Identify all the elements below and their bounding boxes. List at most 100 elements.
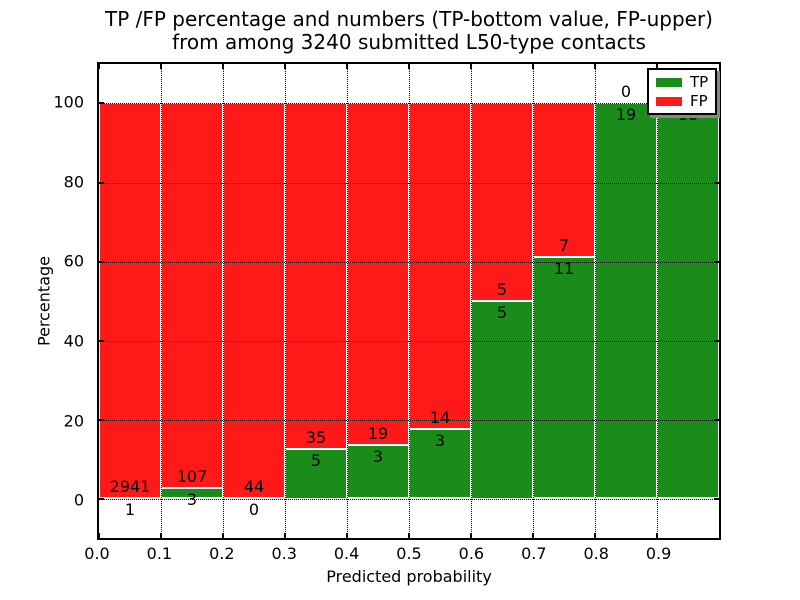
legend-label-fp: FP [690,92,708,110]
v-gridline [533,64,534,538]
y-tick-mark [99,181,104,184]
tp-bar-segment [471,301,533,499]
tp-color-swatch [656,77,682,87]
x-tick-label: 0.2 [209,544,235,563]
x-axis-label: Predicted probability [326,567,492,586]
fp-count-label: 44 [243,477,265,497]
y-tick-mark [99,418,104,421]
y-tick-label: 20 [63,411,84,430]
x-tick-label: 0.6 [458,544,485,563]
chart-title-line1: TP /FP percentage and numbers (TP-bottom… [105,7,713,31]
x-tick-mark [346,533,348,538]
x-tick-label: 0.4 [333,544,360,563]
x-tick-mark [222,64,224,69]
legend-label-tp: TP [690,73,709,91]
x-tick-mark [346,64,348,69]
fp-bar-segment [533,103,595,258]
y-tick-label: 60 [63,251,84,271]
fp-count-label: 19 [367,423,389,443]
tp-count-label: 11 [553,259,575,279]
legend-item-fp: FP [656,92,708,110]
tp-count-label: 3 [186,489,198,509]
x-tick-mark [160,64,162,69]
x-tick-mark [98,533,100,538]
x-tick-mark [656,533,658,538]
y-tick-mark [714,418,719,421]
v-gridline [471,64,472,538]
tp-bar-segment [595,103,657,499]
tp-bar-segment [657,103,719,499]
fp-count-label: 35 [305,428,327,448]
x-tick-label: 0.5 [396,544,422,563]
fp-bar-segment [99,103,161,499]
fp-bar-segment [161,103,223,488]
fp-count-label: 107 [176,466,208,486]
tp-count-label: 1 [124,500,136,520]
y-tick-mark [99,102,104,105]
v-gridline [285,64,286,538]
v-gridline [347,64,348,538]
x-tick-mark [532,533,534,538]
x-tick-mark [532,64,534,69]
x-tick-label: 0.7 [521,544,547,563]
chart-title: TP /FP percentage and numbers (TP-bottom… [97,8,721,54]
fp-color-swatch [656,96,682,106]
y-tick-label: 40 [63,331,84,351]
v-gridline [595,64,596,538]
v-gridline [223,64,224,538]
tp-count-label: 3 [372,446,384,466]
x-tick-label: 0.8 [583,544,609,563]
x-tick-mark [222,533,224,538]
x-tick-label: 0.3 [271,544,297,563]
fp-bar-segment [409,103,471,429]
y-tick-mark [99,339,104,342]
x-tick-label: 0.1 [146,544,173,563]
x-tick-mark [470,533,472,538]
fp-count-label: 5 [496,280,508,299]
tp-count-label: 0 [248,500,260,520]
legend-item-tp: TP [656,73,708,91]
x-tick-mark [594,64,596,69]
fp-bar-segment [223,103,285,499]
fp-count-label: 7 [558,236,570,256]
x-tick-mark [98,64,100,69]
tp-count-label: 3 [434,430,446,450]
y-tick-mark [714,181,719,184]
fp-count-label: 14 [429,407,451,427]
y-tick-mark [714,339,719,342]
tp-count-label: 19 [615,105,637,125]
fp-bar-segment [285,103,347,450]
tp-bar-segment [347,444,409,499]
fp-bar-segment [471,103,533,301]
x-tick-mark [594,533,596,538]
v-gridline [657,64,658,538]
y-tick-labels: 0 20 40 60 80 100 [0,62,90,540]
x-tick-mark [284,533,286,538]
y-tick-label: 0 [73,490,84,510]
v-gridline [161,64,162,538]
tp-count-label: 5 [496,303,508,322]
fp-bar-segment [347,103,409,445]
x-tick-mark [284,64,286,69]
y-tick-mark [714,260,719,263]
x-tick-label: 0.0 [84,544,110,563]
tp-count-label: 5 [310,451,322,471]
legend: TP FP [647,68,717,115]
x-tick-labels: 0.0 0.1 0.2 0.3 0.4 0.5 0.6 0.7 0.8 0.9 [84,544,721,564]
x-tick-mark [160,533,162,538]
x-tick-label: 0.9 [645,544,672,563]
fp-count-label: 2941 [109,477,151,497]
x-tick-mark [408,533,410,538]
v-gridline [409,64,410,538]
y-tick-mark [99,497,104,500]
tp-bar-segment [285,449,347,499]
x-tick-mark [656,64,658,69]
tp-bar-segment [533,257,595,499]
chart-title-line2: from among 3240 submitted L50-type conta… [172,30,646,54]
y-tick-label: 80 [63,172,84,191]
fp-count-label: 0 [620,82,632,102]
x-tick-mark [470,64,472,69]
y-tick-mark [99,260,104,263]
